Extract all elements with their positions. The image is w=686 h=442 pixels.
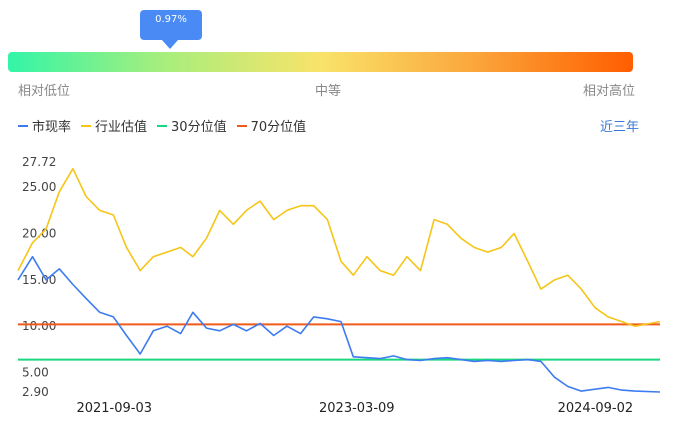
legend-item-industry[interactable]: 行业估值 [81,116,147,135]
legend-line-icon [18,124,28,127]
y-tick-label: 20.00 [22,227,56,241]
legend-label: 行业估值 [95,120,148,135]
scale-low-label: 相对低位 [18,84,71,99]
y-tick-label: 15.00 [22,273,56,287]
series-line-1 [17,167,661,328]
y-tick-label: 27.72 [22,155,56,169]
percentile-value: 0.97% [155,14,187,25]
x-tick-label: 2024-09-02 [558,401,634,416]
legend-line-icon [236,124,247,127]
x-tick-label: 2023-03-09 [319,401,395,416]
tooltip-pointer-icon [162,40,178,49]
legend-line-icon [81,124,92,127]
y-tick-label: 25.00 [22,180,56,194]
legend-line-icon [157,124,168,127]
x-tick-label: 2021-09-03 [76,401,152,416]
legend-label: 市现率 [32,120,72,135]
legend-label: 70分位值 [250,120,307,135]
chart-legend: 市现率 行业估值 30分位值 70分位值 [18,116,306,135]
legend-item-p30[interactable]: 30分位值 [157,116,227,135]
y-tick-label: 10.00 [22,319,56,333]
valuation-gradient-bar [8,52,633,72]
percentile-tooltip: 0.97% [140,10,202,40]
legend-label: 30分位值 [171,120,227,135]
legend-item-p70[interactable]: 70分位值 [236,116,307,135]
y-tick-label: 2.90 [22,385,49,399]
scale-mid-label: 中等 [315,84,342,99]
range-selector-button[interactable]: 近三年 [600,120,640,135]
scale-high-label: 相对高位 [583,84,636,99]
legend-item-pcf[interactable]: 市现率 [18,116,71,135]
series-line-0 [17,255,661,393]
y-tick-label: 5.00 [22,366,49,380]
